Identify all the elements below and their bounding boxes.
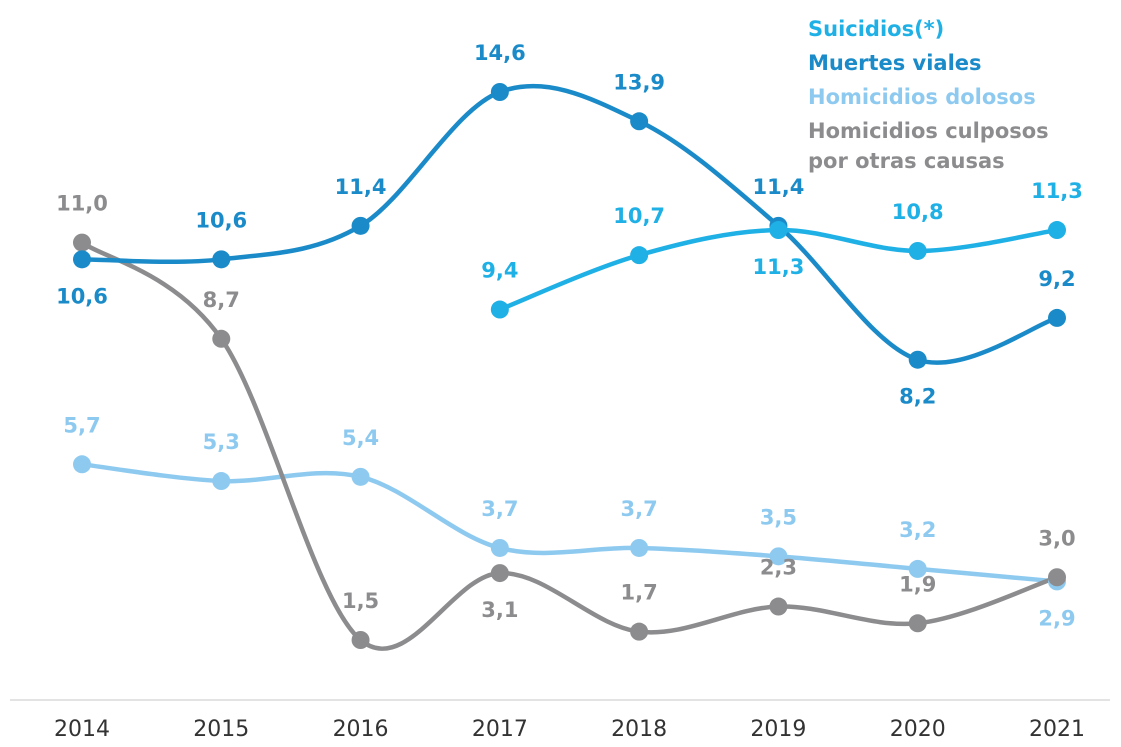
data-label: 5,3: [203, 430, 240, 454]
data-point: [212, 329, 231, 348]
data-label: 11,0: [56, 192, 108, 216]
data-label: 10,7: [613, 204, 665, 228]
data-label: 10,6: [56, 284, 108, 308]
legend: Suicidios(*) Muertes viales Homicidios dol…: [808, 14, 1058, 180]
data-point: [769, 221, 788, 240]
data-label: 5,4: [342, 426, 379, 450]
data-point: [1048, 568, 1066, 587]
data-label: 11,3: [1031, 179, 1083, 203]
data-label: 3,1: [481, 598, 518, 622]
data-label: 11,4: [753, 175, 805, 199]
data-point: [908, 350, 927, 369]
data-point: [769, 597, 788, 616]
data-point: [490, 564, 509, 583]
data-label: 2,3: [760, 556, 797, 580]
series-line: [81, 83, 1058, 365]
series-line: [80, 240, 1058, 651]
data-point: [908, 559, 927, 578]
data-label: 3,7: [621, 497, 658, 521]
data-point: [490, 538, 509, 557]
x-tick-label: 2019: [750, 717, 806, 742]
data-point: [490, 83, 509, 101]
data-point: [630, 112, 649, 131]
data-point: [73, 250, 91, 269]
data-point: [1048, 221, 1066, 240]
x-tick-label: 2020: [890, 717, 946, 742]
data-label: 11,3: [753, 255, 805, 279]
x-tick-label: 2021: [1029, 717, 1085, 742]
data-label: 1,7: [621, 581, 658, 605]
data-point: [212, 250, 231, 269]
data-label: 10,8: [892, 200, 944, 224]
legend-entry: Homicidios dolosos: [808, 85, 1036, 109]
series-line: [81, 462, 1058, 584]
x-tick-label: 2014: [54, 717, 110, 742]
data-point: [630, 622, 649, 641]
data-label: 10,6: [195, 208, 247, 232]
x-tick-label: 2016: [333, 717, 389, 742]
data-label: 8,2: [899, 385, 936, 409]
data-label: 3,5: [760, 505, 797, 529]
data-point: [630, 246, 649, 265]
data-point: [908, 241, 927, 260]
legend-entry: Suicidios(*): [808, 17, 945, 41]
data-point: [73, 233, 91, 252]
data-point: [1048, 308, 1066, 327]
data-label: 3,0: [1038, 526, 1075, 550]
data-point: [351, 216, 370, 235]
data-point: [212, 472, 231, 491]
x-tick-label: 2018: [611, 717, 667, 742]
x-tick-label: 2017: [472, 717, 528, 742]
data-point: [908, 614, 927, 633]
data-label: 1,5: [342, 589, 379, 613]
data-label: 2,9: [1038, 606, 1075, 630]
data-point: [73, 455, 91, 474]
data-label: 3,7: [481, 497, 518, 521]
data-point: [490, 300, 509, 319]
data-label: 14,6: [474, 41, 526, 65]
data-label: 11,4: [335, 175, 387, 199]
data-point: [630, 538, 649, 557]
x-tick-label: 2015: [193, 717, 249, 742]
data-label: 13,9: [613, 70, 665, 94]
data-point: [351, 631, 370, 649]
legend-entry: Muertes viales: [808, 51, 982, 75]
data-label: 9,2: [1038, 267, 1075, 291]
data-label: 3,2: [899, 518, 936, 542]
data-label: 8,7: [203, 288, 240, 312]
legend-entry: Homicidios culposos por otras causas: [808, 119, 1049, 173]
data-point: [351, 467, 370, 486]
data-label: 1,9: [899, 572, 936, 596]
data-label: 9,4: [481, 259, 518, 283]
data-point: [769, 547, 788, 566]
data-label: 5,7: [63, 413, 100, 437]
